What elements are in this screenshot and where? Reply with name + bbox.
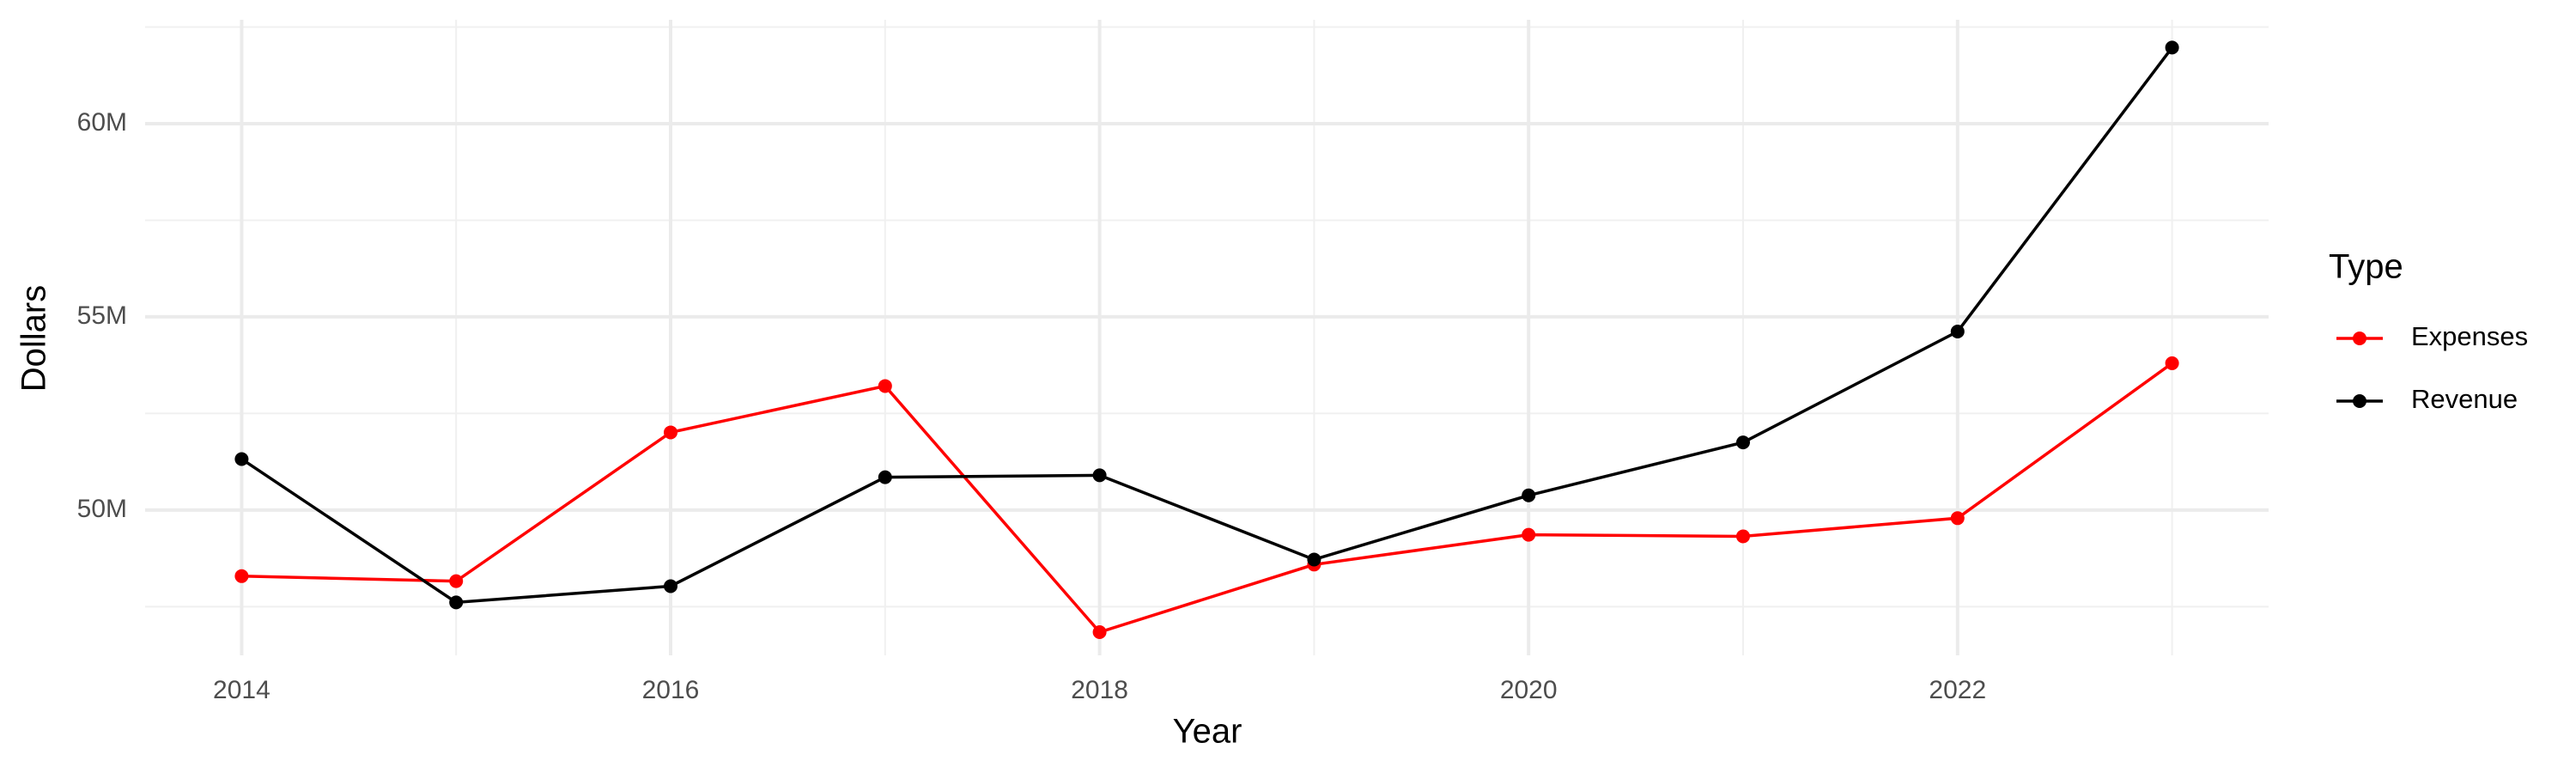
- legend-title: Type: [2329, 248, 2403, 286]
- data-point: [1735, 435, 1750, 450]
- y-tick-label: 50M: [77, 495, 127, 523]
- data-point: [1307, 552, 1321, 567]
- data-point: [234, 569, 249, 583]
- x-tick-label: 2014: [213, 676, 270, 704]
- data-point: [878, 470, 892, 484]
- x-tick-label: 2022: [1929, 676, 1986, 704]
- legend-marker: [2353, 332, 2366, 345]
- data-point: [878, 379, 892, 393]
- y-axis-title: Dollars: [15, 285, 53, 392]
- series-line: [240, 46, 2173, 605]
- x-axis-title: Year: [1173, 713, 1242, 751]
- legend-label: Expenses: [2411, 321, 2528, 351]
- y-tick-label: 60M: [77, 108, 127, 137]
- data-point: [1735, 529, 1750, 544]
- data-point: [2165, 40, 2179, 55]
- data-point: [1092, 625, 1107, 640]
- x-tick-label: 2016: [642, 676, 700, 704]
- data-point: [1522, 488, 1536, 502]
- x-tick-label: 2020: [1500, 676, 1558, 704]
- legend-label: Revenue: [2411, 384, 2518, 414]
- data-point: [234, 452, 249, 466]
- data-point: [449, 574, 464, 588]
- data-point: [1950, 511, 1965, 526]
- x-tick-label: 2018: [1071, 676, 1128, 704]
- data-point: [2165, 356, 2179, 370]
- data-point: [664, 425, 678, 440]
- data-point: [449, 595, 464, 610]
- data-point: [1092, 468, 1107, 483]
- y-tick-label: 55M: [77, 301, 127, 330]
- data-point: [1950, 325, 1965, 339]
- series-line: [241, 362, 2173, 635]
- data-point: [1522, 527, 1536, 542]
- legend-marker: [2353, 394, 2366, 408]
- data-point: [664, 579, 678, 593]
